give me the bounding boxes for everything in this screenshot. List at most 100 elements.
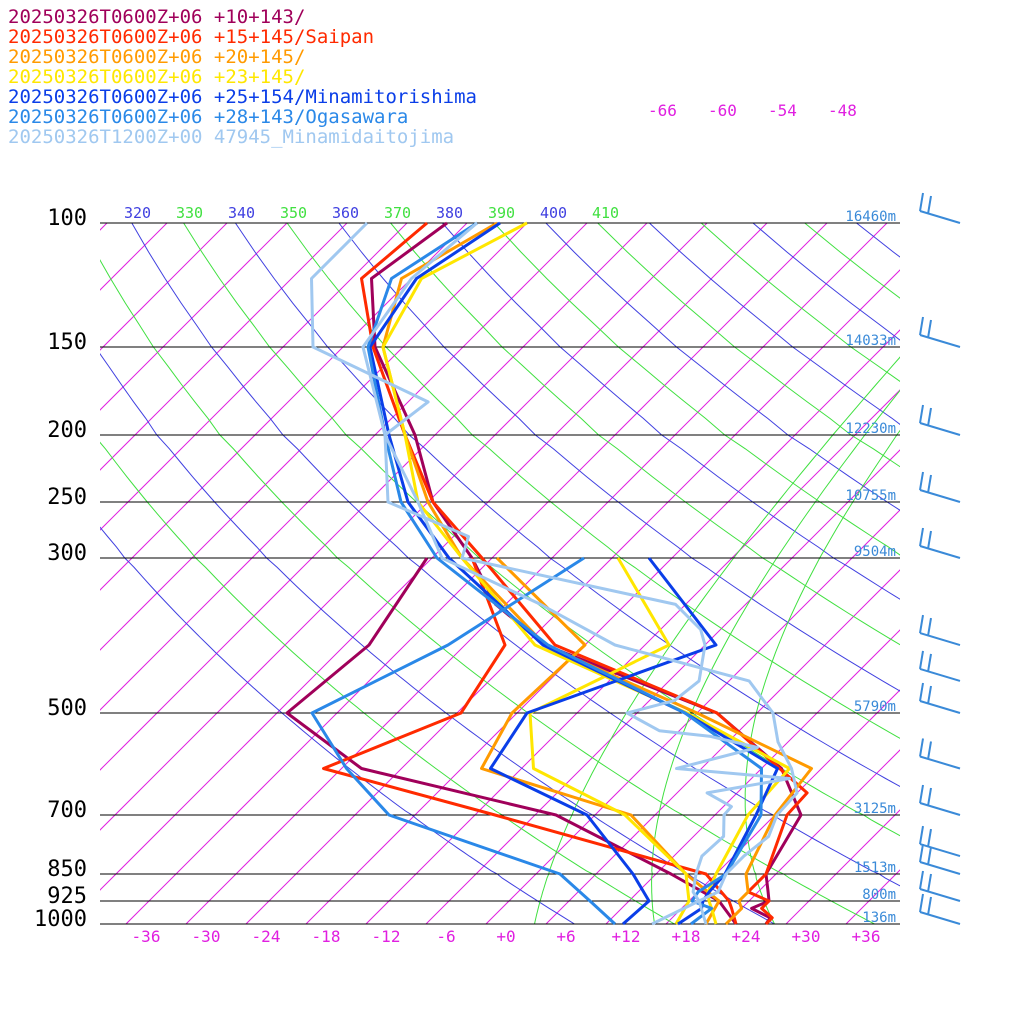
dry-adiabat-line (908, 223, 1024, 924)
theta-label: 390 (488, 204, 515, 222)
wind-barb-feather (919, 527, 924, 547)
wind-barb-feather (919, 316, 924, 336)
wind-barb-feather (919, 738, 924, 757)
isotherm-line (100, 223, 288, 411)
temperature-profile-line (381, 221, 791, 925)
theta-label: 370 (384, 204, 411, 222)
theta-label: 320 (124, 204, 151, 222)
pressure-tick-label: 925 (47, 884, 87, 909)
pressure-tick-label: 100 (47, 206, 87, 231)
isotherm-line (245, 269, 900, 924)
isotherm-line (906, 223, 1024, 924)
wind-barb-feather (927, 896, 932, 916)
wind-barb-feather (927, 846, 932, 866)
legend-entry: 20250326T0600Z+06 +15+145/Saipan (8, 26, 374, 48)
theta-label: 340 (228, 204, 255, 222)
wind-barbs (919, 192, 961, 925)
isotherm-top-label: -48 (828, 101, 857, 120)
wind-barb-feather (919, 893, 924, 913)
wind-barb-feather (927, 474, 932, 494)
wind-barb-staff (919, 632, 961, 647)
dry-adiabat-line (752, 223, 900, 341)
wind-barb-staff (919, 334, 961, 348)
pressure-tick-label: 250 (47, 485, 87, 510)
isotherm-line (785, 809, 900, 924)
wind-barb-feather (919, 404, 924, 424)
temperature-tick-label: +30 (792, 927, 821, 946)
height-label: 3125m (854, 801, 896, 817)
temperature-tick-label: -18 (312, 927, 341, 946)
dewpoint-profile-line (310, 221, 791, 926)
isotherm-line (0, 223, 47, 924)
wind-barb-staff (919, 210, 961, 224)
legend-entry: 20250326T0600Z+06 +10+143/ (8, 6, 305, 28)
dry-adiabat-line (100, 441, 675, 924)
wind-barb-feather (927, 319, 932, 339)
isotherm-line (665, 689, 900, 924)
theta-label: 360 (332, 204, 359, 222)
pressure-tick-label: 200 (47, 418, 87, 443)
temperature-profile-line (360, 221, 809, 926)
isotherm-line (365, 389, 900, 924)
isotherm-line (100, 223, 528, 651)
wind-barb-staff (919, 861, 961, 875)
moist-adiabat-line (534, 356, 900, 924)
isotherm-line (305, 329, 900, 924)
isotherm-line (545, 569, 900, 924)
pressure-tick-label: 500 (47, 696, 87, 721)
height-label: 12230m (845, 421, 896, 437)
dry-adiabat-line (131, 223, 900, 887)
height-label: 1513m (854, 860, 896, 876)
dry-adiabat-line (960, 223, 1024, 924)
theta-label: 410 (592, 204, 619, 222)
isotherm-top-label: -54 (768, 101, 797, 120)
legend-entry: 20250326T1200Z+00 47945_Minamidaitojima (8, 126, 454, 148)
wind-barb-feather (927, 685, 932, 705)
dewpoint-profile-line (489, 557, 718, 926)
pressure-tick-label: 700 (47, 798, 87, 823)
wind-barb-feather (919, 825, 924, 845)
wind-barb-feather (919, 614, 924, 634)
wind-barb-feather (919, 784, 924, 804)
wind-barb-feather (927, 407, 932, 427)
dry-adiabat-line (804, 223, 900, 299)
height-label: 16460m (845, 209, 896, 225)
temperature-tick-label: -36 (132, 927, 161, 946)
temperature-tick-label: -30 (192, 927, 221, 946)
isotherm-top-label: -60 (708, 101, 737, 120)
pressure-tick-label: 850 (47, 857, 87, 882)
dewpoint-profile-line (322, 557, 738, 925)
wind-barb-staff (919, 843, 961, 858)
temperature-tick-label: -6 (436, 927, 455, 946)
wind-barb-feather (927, 873, 932, 893)
isotherm-line (425, 449, 900, 924)
dewpoint-profile-line (528, 557, 691, 925)
wind-barb-feather (919, 682, 924, 702)
moist-adiabat-line (744, 429, 900, 924)
temperature-profile-line (370, 221, 803, 925)
wind-barb-feather (927, 195, 932, 215)
dry-adiabat-line (700, 223, 900, 383)
pressure-tick-label: 300 (47, 541, 87, 566)
height-label: 9504m (854, 544, 896, 560)
pressure-tick-label: 1000 (34, 907, 87, 932)
temperature-tick-label: +0 (496, 927, 515, 946)
wind-barb-feather (919, 843, 924, 863)
height-label: 14033m (845, 333, 896, 349)
isotherm-line (966, 223, 1024, 924)
dry-adiabat-line (1012, 223, 1024, 924)
height-label: 5790m (854, 699, 896, 715)
wind-barb-feather (927, 828, 932, 848)
wind-barb-feather (927, 787, 932, 807)
legend-entry: 20250326T0600Z+06 +28+143/Ogasawara (8, 106, 408, 128)
wind-barb-feather (927, 617, 932, 637)
wind-barb-feather (927, 653, 932, 673)
temperature-tick-label: +18 (672, 927, 701, 946)
wind-barb-staff (919, 911, 961, 925)
isotherm-line (100, 223, 408, 531)
wind-barb-feather (919, 650, 924, 670)
temperature-tick-label: +36 (852, 927, 881, 946)
legend-entry: 20250326T0600Z+06 +25+154/Minamitorishim… (8, 86, 477, 108)
